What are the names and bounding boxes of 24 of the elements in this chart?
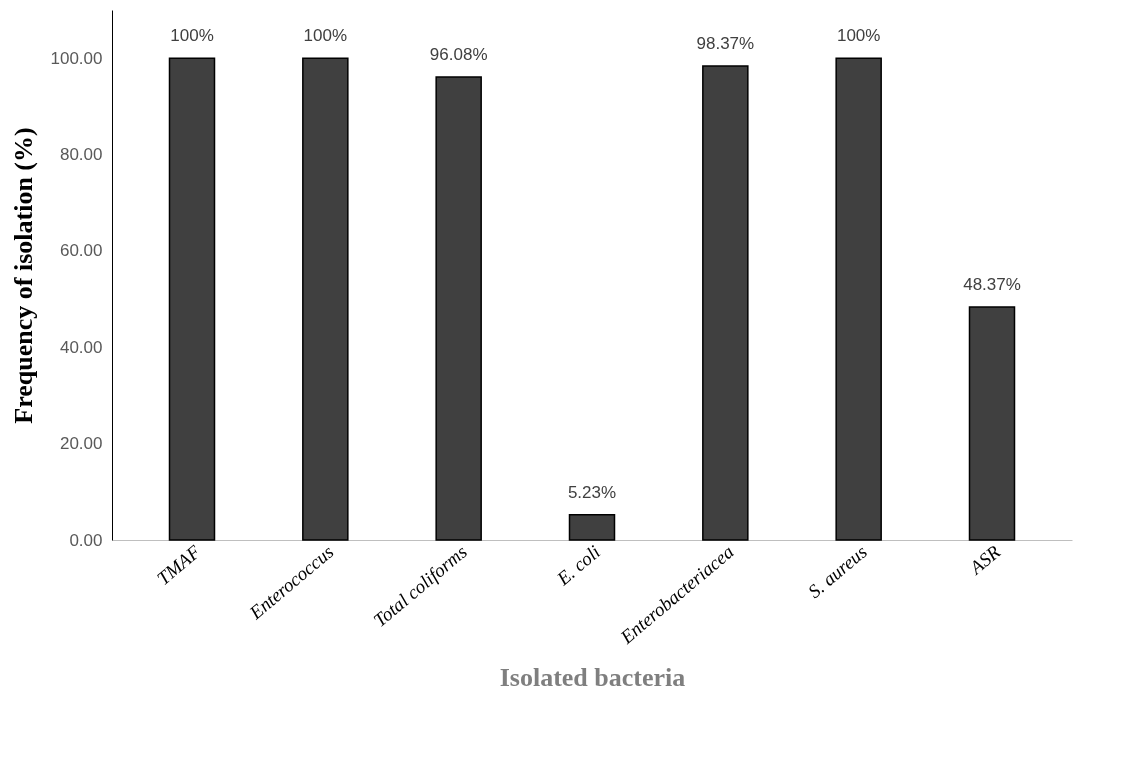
data-label: 48.37% — [963, 274, 1021, 294]
data-label: 100% — [303, 26, 348, 46]
x-tick-label: E. coli — [551, 540, 605, 590]
bar — [835, 57, 882, 541]
bar — [568, 514, 616, 541]
x-tick-label: ASR — [964, 540, 1005, 580]
data-label: 98.37% — [696, 34, 755, 54]
y-tick-label: 80.00 — [59, 145, 103, 165]
y-axis-title: Frequency of isolation (%) — [8, 127, 38, 424]
y-tick-label: 100.00 — [50, 48, 103, 68]
bar — [968, 306, 1016, 541]
y-tick-label: 60.00 — [59, 241, 103, 261]
bar — [435, 76, 482, 541]
bar — [168, 57, 216, 541]
y-tick-label: 20.00 — [59, 434, 103, 454]
data-label: 5.23% — [567, 482, 617, 502]
bar — [302, 57, 349, 541]
y-tick-label: 40.00 — [59, 337, 103, 357]
data-label: 100% — [836, 26, 881, 46]
x-axis-title: Isolated bacteria — [499, 663, 686, 693]
data-label: 96.08% — [429, 45, 488, 65]
y-tick-label: 0.00 — [69, 530, 103, 550]
bar — [702, 65, 749, 541]
data-label: 100% — [170, 26, 214, 46]
